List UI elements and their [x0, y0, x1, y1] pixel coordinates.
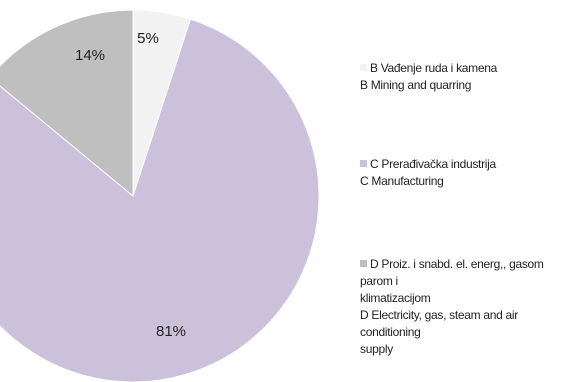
legend-swatch-electricity: [360, 260, 367, 267]
legend-label-line: D Electricity, gas, steam and air condit…: [360, 308, 518, 339]
legend-label-line: B Mining and quarring: [360, 78, 472, 92]
legend-label-line: D Proiz. i snabd. el. energ,, gasom paro…: [360, 257, 544, 288]
legend-label-line: B Vađenje ruda i kamena: [360, 60, 572, 77]
legend-item-manufacturing: C Prerađivačka industrija C Manufacturin…: [360, 156, 572, 190]
slice-label-mining: 5%: [137, 30, 159, 47]
legend-label-line: klimatizacijom: [360, 291, 431, 305]
pie-slice-manufacturing: [0, 18, 320, 382]
legend-swatch-mining: [360, 64, 367, 71]
legend-label-line: C Manufacturing: [360, 174, 444, 188]
pie-slice-electricity: [0, 9, 134, 198]
legend-item-electricity: D Proiz. i snabd. el. energ,, gasom paro…: [360, 256, 572, 358]
legend-item-mining: B Vađenje ruda i kamena B Mining and qua…: [360, 60, 572, 94]
legend-label-line: C Prerađivačka industrija: [360, 156, 572, 173]
legend-label-line: supply: [360, 342, 393, 356]
slice-label-electricity: 14%: [75, 47, 105, 64]
legend-swatch-manufacturing: [360, 160, 367, 167]
slice-label-manufacturing: 81%: [156, 323, 186, 340]
